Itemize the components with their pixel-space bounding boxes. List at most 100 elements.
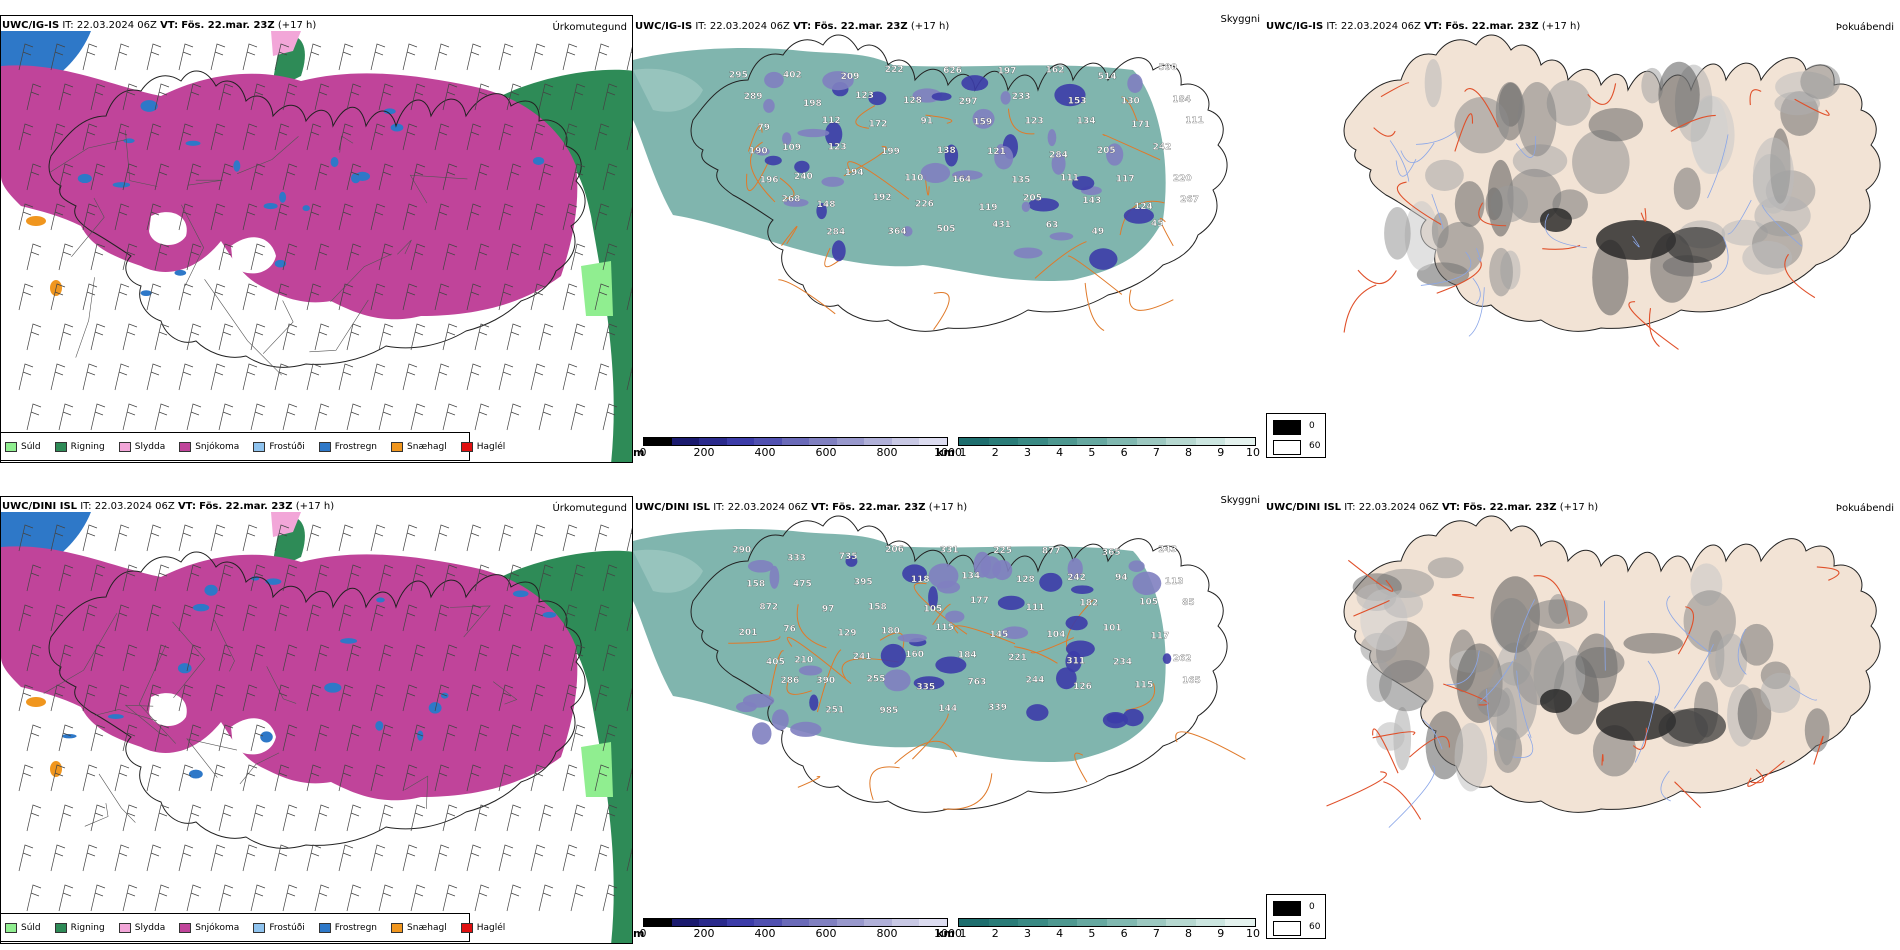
fog-patch [1740, 623, 1774, 666]
road [1129, 289, 1174, 311]
road [847, 161, 910, 200]
snow-depth-patch [754, 147, 770, 156]
snow-area [1, 65, 578, 320]
snow-depth-label: 233 [1012, 92, 1031, 102]
snow-depth-label: 158 [746, 579, 765, 589]
tick-label: 1000 [934, 446, 962, 459]
legend-label: Frostregn [334, 441, 378, 452]
precip-panel-row2: UWC/DINI ISL IT: 22.03.2024 06Z VT: Fös.… [0, 481, 633, 944]
road [1749, 89, 1762, 106]
snow-depth-label: 113 [1165, 577, 1184, 587]
road [816, 649, 842, 713]
fog-title: Þokuábendi [1835, 503, 1894, 514]
road [1175, 731, 1246, 760]
snow-depth-label: 101 [1103, 623, 1122, 633]
snow-depth-label: 514 [1098, 72, 1117, 82]
snow-depth-patch [902, 564, 927, 583]
snow-depth-patch [952, 170, 983, 180]
fog-patch [1425, 711, 1464, 780]
panel-header: UWC/DINI ISL IT: 22.03.2024 06Z VT: Fös.… [1266, 502, 1598, 513]
fog-key: 0 60 [1266, 413, 1326, 458]
legend-swatch [179, 922, 192, 933]
fog-patch [1683, 590, 1736, 653]
snow-depth-label: 143 [1082, 196, 1101, 206]
road [750, 141, 776, 203]
snow-depth-patch [1026, 704, 1049, 721]
snow-depth-patch [790, 721, 822, 737]
legend-label: Snæhagl [407, 922, 447, 933]
road [1067, 255, 1123, 295]
river [1515, 599, 1536, 660]
snow-depth-label: 130 [1121, 96, 1140, 106]
fog-patch [1752, 137, 1795, 214]
tick-label: 7 [1152, 927, 1160, 940]
colorbar-bin [1018, 438, 1048, 445]
visibility-unit: km [936, 927, 955, 940]
snow-depth-label: 119 [979, 203, 998, 213]
snow-depth-patch [1162, 653, 1172, 665]
snow-depth-patch [798, 665, 823, 676]
snow-depth-label: 123 [828, 143, 847, 153]
fog-key-swatch-light [1273, 921, 1301, 936]
tick-label: 400 [754, 446, 776, 459]
valid-time: Fös. 22.mar. 23Z [1445, 21, 1539, 32]
snow-depth-label: 210 [794, 656, 813, 666]
precip-title: Úrkomutegund [552, 22, 627, 33]
legend-item: Frostregn [318, 441, 378, 452]
legend-swatch [5, 922, 17, 933]
colorbar-bin [1077, 438, 1107, 445]
tick-label: 4 [1056, 446, 1064, 459]
legend-label: Haglél [476, 922, 506, 933]
tick-label: 8 [1185, 446, 1193, 459]
fog-key-swatch-light [1273, 440, 1301, 455]
snow-depth-label: 128 [1016, 575, 1035, 585]
colorbar-bin [959, 438, 989, 445]
legend-label: Frostúði [269, 922, 305, 933]
snow-depth-patch [992, 559, 1013, 581]
fog-indicator-map [1266, 511, 1900, 911]
snow-depth-patch [1001, 626, 1029, 639]
snow-depth-label: 201 [739, 628, 758, 638]
snow-depth-label: 390 [816, 676, 835, 686]
colorbar-bin [988, 919, 1019, 926]
road [779, 177, 795, 199]
river [1388, 765, 1436, 828]
fog-patch [1489, 247, 1513, 297]
snow-depth-label: 241 [853, 652, 872, 662]
snow-depth-patch [1132, 571, 1162, 596]
tick-label: 7 [1152, 446, 1160, 459]
fog-patch [1425, 159, 1464, 191]
snow-depth-patch [797, 128, 830, 138]
snow-depth-label: 290 [732, 546, 751, 556]
snow-depth-label: 135 [1012, 176, 1031, 186]
river [1480, 660, 1514, 702]
colorbar-bin [644, 438, 672, 445]
wind-barbs [18, 524, 632, 912]
panel-header: UWC/IG-IS IT: 22.03.2024 06Z VT: Fös. 22… [635, 21, 949, 32]
colorbar-bin [754, 919, 782, 926]
tick-label: 1 [959, 446, 967, 459]
snow-depth-patch [816, 202, 827, 220]
snow-depth-label: 221 [1008, 653, 1027, 663]
snow-depth-patch [747, 559, 774, 573]
snow-depth-label: 184 [958, 650, 977, 660]
snow-depth-label: 172 [869, 119, 888, 129]
snow-depth-label: 267 [1180, 195, 1199, 205]
snow-depth-label: 763 [968, 677, 987, 687]
lead-time: (+17 h) [277, 20, 317, 31]
colorbar-bin [809, 919, 837, 926]
snow-depth-patch [868, 91, 887, 106]
snow-depth-patch [1089, 248, 1118, 270]
fog-patch [1575, 646, 1625, 679]
fog-patch [1641, 67, 1664, 104]
tick-label: 10 [1246, 446, 1260, 459]
snow-depth-label: 339 [988, 703, 1007, 713]
snow-panel-row1: UWC/IG-IS IT: 22.03.2024 06Z VT: Fös. 22… [633, 0, 1266, 463]
colorbar-bin [1136, 438, 1167, 445]
valid-time-label: VT: [1441, 502, 1460, 513]
snow-depth-label: 171 [1131, 120, 1150, 130]
snow-depth-patch [1072, 176, 1095, 191]
legend-item: Súld [5, 441, 41, 452]
snow-depth-patch [742, 693, 775, 708]
road [1121, 96, 1138, 122]
